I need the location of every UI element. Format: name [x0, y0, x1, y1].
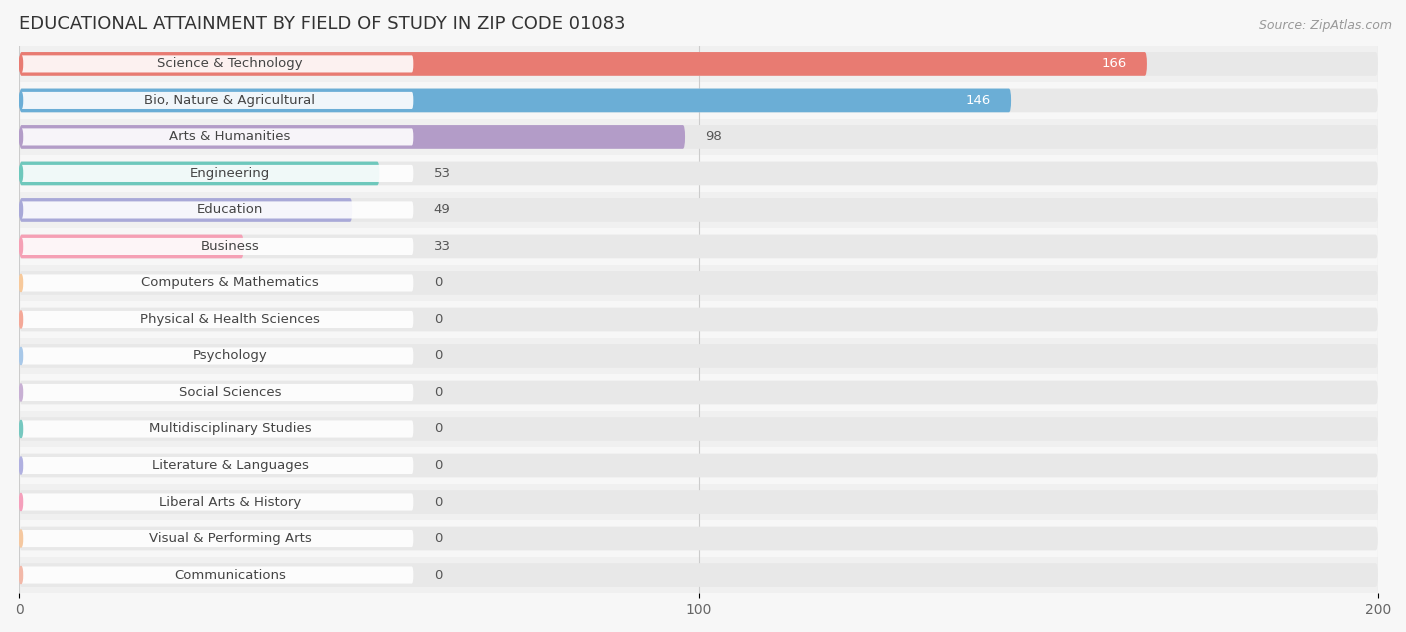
FancyBboxPatch shape	[20, 125, 685, 149]
Bar	[20, 520, 1378, 557]
FancyBboxPatch shape	[20, 125, 1378, 149]
Circle shape	[20, 128, 22, 145]
Circle shape	[20, 530, 22, 547]
Circle shape	[20, 165, 22, 182]
Text: Multidisciplinary Studies: Multidisciplinary Studies	[149, 423, 311, 435]
Bar	[20, 483, 1378, 520]
Text: Physical & Health Sciences: Physical & Health Sciences	[141, 313, 321, 326]
Text: Engineering: Engineering	[190, 167, 270, 180]
Circle shape	[20, 348, 22, 365]
Circle shape	[20, 274, 22, 291]
FancyBboxPatch shape	[20, 162, 380, 185]
Bar	[20, 301, 1378, 337]
Bar	[20, 374, 1378, 411]
Text: 0: 0	[433, 423, 441, 435]
Bar	[20, 119, 1378, 155]
Text: 49: 49	[433, 204, 450, 216]
Text: 0: 0	[433, 349, 441, 363]
FancyBboxPatch shape	[20, 238, 413, 255]
Bar	[20, 155, 1378, 191]
Circle shape	[20, 238, 22, 255]
FancyBboxPatch shape	[20, 380, 1378, 404]
FancyBboxPatch shape	[20, 92, 413, 109]
FancyBboxPatch shape	[20, 494, 413, 511]
FancyBboxPatch shape	[20, 530, 413, 547]
Text: 0: 0	[433, 276, 441, 289]
FancyBboxPatch shape	[20, 384, 413, 401]
Text: Science & Technology: Science & Technology	[157, 58, 302, 70]
FancyBboxPatch shape	[20, 198, 1378, 222]
Circle shape	[20, 311, 22, 328]
Text: 0: 0	[433, 569, 441, 581]
FancyBboxPatch shape	[20, 271, 1378, 295]
FancyBboxPatch shape	[20, 234, 1378, 258]
Circle shape	[20, 202, 22, 219]
FancyBboxPatch shape	[20, 202, 413, 219]
Circle shape	[20, 92, 22, 109]
FancyBboxPatch shape	[20, 165, 413, 182]
Text: 166: 166	[1101, 58, 1126, 70]
Bar	[20, 337, 1378, 374]
FancyBboxPatch shape	[20, 490, 1378, 514]
Text: Computers & Mathematics: Computers & Mathematics	[141, 276, 319, 289]
FancyBboxPatch shape	[20, 417, 1378, 441]
Bar	[20, 228, 1378, 265]
Text: 0: 0	[433, 386, 441, 399]
Bar	[20, 557, 1378, 593]
FancyBboxPatch shape	[20, 454, 1378, 477]
FancyBboxPatch shape	[20, 457, 413, 474]
Circle shape	[20, 494, 22, 511]
Circle shape	[20, 56, 22, 73]
FancyBboxPatch shape	[20, 311, 413, 328]
FancyBboxPatch shape	[20, 52, 1378, 76]
Circle shape	[20, 566, 22, 583]
FancyBboxPatch shape	[20, 526, 1378, 550]
Text: 0: 0	[433, 495, 441, 509]
Bar	[20, 46, 1378, 82]
FancyBboxPatch shape	[20, 308, 1378, 331]
Text: Communications: Communications	[174, 569, 285, 581]
Bar	[20, 82, 1378, 119]
Text: Social Sciences: Social Sciences	[179, 386, 281, 399]
Text: Literature & Languages: Literature & Languages	[152, 459, 308, 472]
Text: 0: 0	[433, 532, 441, 545]
Circle shape	[20, 457, 22, 474]
Circle shape	[20, 384, 22, 401]
FancyBboxPatch shape	[20, 348, 413, 365]
Text: Arts & Humanities: Arts & Humanities	[169, 130, 291, 143]
FancyBboxPatch shape	[20, 563, 1378, 587]
Bar	[20, 447, 1378, 483]
Bar	[20, 191, 1378, 228]
FancyBboxPatch shape	[20, 52, 1147, 76]
FancyBboxPatch shape	[20, 162, 1378, 185]
Text: Visual & Performing Arts: Visual & Performing Arts	[149, 532, 311, 545]
Bar	[20, 265, 1378, 301]
Text: 98: 98	[706, 130, 723, 143]
Text: Bio, Nature & Agricultural: Bio, Nature & Agricultural	[145, 94, 315, 107]
FancyBboxPatch shape	[20, 234, 243, 258]
Text: Psychology: Psychology	[193, 349, 267, 363]
FancyBboxPatch shape	[20, 198, 353, 222]
FancyBboxPatch shape	[20, 420, 413, 437]
FancyBboxPatch shape	[20, 566, 413, 583]
Text: Source: ZipAtlas.com: Source: ZipAtlas.com	[1258, 19, 1392, 32]
Text: 0: 0	[433, 313, 441, 326]
FancyBboxPatch shape	[20, 88, 1378, 112]
Text: 146: 146	[966, 94, 991, 107]
FancyBboxPatch shape	[20, 88, 1011, 112]
Text: EDUCATIONAL ATTAINMENT BY FIELD OF STUDY IN ZIP CODE 01083: EDUCATIONAL ATTAINMENT BY FIELD OF STUDY…	[20, 15, 626, 33]
FancyBboxPatch shape	[20, 274, 413, 291]
FancyBboxPatch shape	[20, 128, 413, 145]
Text: 53: 53	[433, 167, 451, 180]
Text: Education: Education	[197, 204, 263, 216]
FancyBboxPatch shape	[20, 344, 1378, 368]
Circle shape	[20, 420, 22, 437]
FancyBboxPatch shape	[20, 56, 413, 73]
Text: Liberal Arts & History: Liberal Arts & History	[159, 495, 301, 509]
Text: Business: Business	[201, 240, 259, 253]
Bar	[20, 411, 1378, 447]
Text: 33: 33	[433, 240, 451, 253]
Text: 0: 0	[433, 459, 441, 472]
